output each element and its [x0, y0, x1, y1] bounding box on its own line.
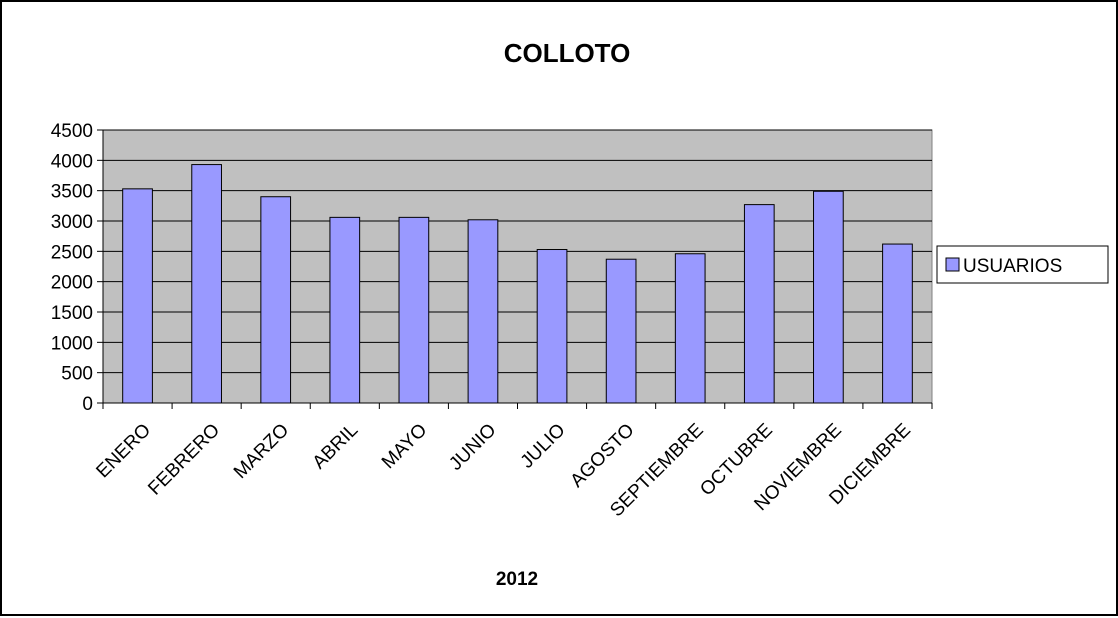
y-tick-label: 3500 [51, 182, 93, 203]
legend-swatch [945, 257, 960, 272]
bar-octubre [743, 204, 775, 404]
bar-diciembre [882, 243, 913, 404]
y-tick-label: 1000 [51, 333, 93, 354]
y-tick-label: 0 [82, 394, 93, 415]
x-tick-label: ENERO [92, 420, 155, 483]
bar-enero [122, 188, 153, 404]
bar-abril [329, 216, 361, 404]
plot-background [102, 129, 933, 404]
legend-box [936, 245, 1109, 284]
chart-title: COLLOTO [504, 38, 631, 68]
bar-febrero [191, 164, 222, 404]
x-tick-label: MAYO [378, 420, 431, 473]
y-tick-label: 3000 [51, 212, 93, 233]
legend: USUARIOS [936, 245, 1109, 284]
bar-noviembre [813, 190, 844, 404]
bar-septiembre [674, 253, 706, 404]
y-tick-label: 2500 [51, 242, 93, 263]
bar-agosto [605, 258, 637, 404]
bar-junio [467, 219, 499, 404]
y-tick-label: 2000 [51, 273, 93, 294]
x-tick-label: JULIO [517, 420, 570, 473]
x-tick-label: JUNIO [445, 420, 500, 475]
legend-label: USUARIOS [963, 256, 1062, 277]
y-tick-label: 1500 [51, 303, 93, 324]
y-tick-label: 4500 [51, 121, 93, 142]
bar-julio [536, 249, 568, 404]
bar-marzo [260, 196, 292, 404]
y-tick-label: 4000 [51, 151, 93, 172]
x-axis-label: 2012 [496, 569, 538, 590]
bar-mayo [398, 216, 430, 404]
x-tick-label: MARZO [230, 420, 293, 483]
plot-area: 0 500 1000 1500 2000 2500 3000 3500 4000 4500 ENER… [51, 121, 933, 521]
y-tick-label: 500 [61, 364, 93, 385]
x-tick-label: FEBRERO [144, 420, 224, 500]
x-tick-label: ABRIL [309, 420, 363, 474]
x-tick-label: AGOSTO [567, 420, 639, 492]
